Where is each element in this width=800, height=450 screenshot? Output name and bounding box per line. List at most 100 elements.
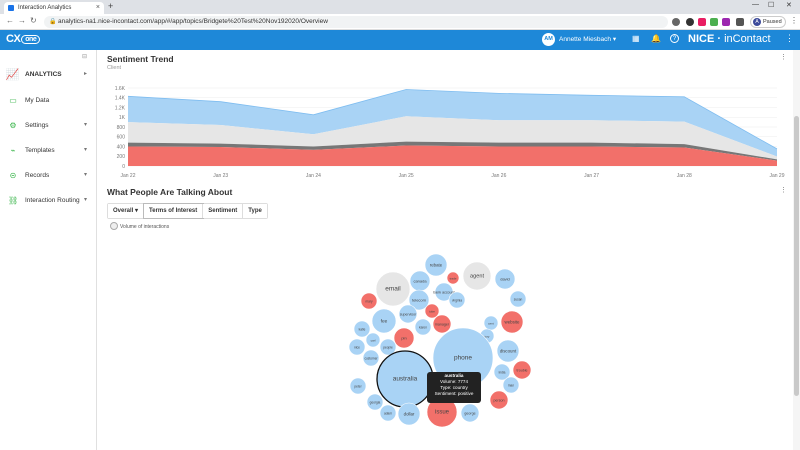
sidebar-item-label: Templates	[25, 147, 55, 154]
chevron-down-icon: ▾	[612, 36, 617, 43]
topic-bubble-label: telecom	[412, 298, 427, 303]
topic-bubble[interactable]	[446, 271, 460, 285]
topic-bubble-label: jury	[484, 335, 490, 339]
x-tick-label: Jan 27	[584, 173, 599, 179]
close-tab-icon[interactable]: ×	[95, 4, 100, 11]
header-menu-icon[interactable]: ⋮	[785, 33, 794, 43]
sentiment-menu-icon[interactable]: ⋮	[780, 54, 787, 61]
topic-bubble[interactable]	[496, 339, 520, 363]
topic-bubble[interactable]	[398, 304, 418, 324]
y-tick-label: 400	[117, 144, 126, 150]
extension-icon[interactable]	[710, 18, 718, 26]
profile-status: Paused	[763, 19, 782, 25]
topic-bubble[interactable]	[365, 332, 381, 348]
sidebar-item-my-data[interactable]: ▭ My Data	[0, 92, 97, 112]
sidebar-item-analytics[interactable]: 📈 ANALYTICS ▸	[0, 66, 97, 86]
chevron-down-icon: ▾	[84, 197, 88, 203]
topic-bubble[interactable]	[432, 314, 452, 334]
brand-suffix: inContact	[724, 33, 771, 45]
topic-bubble[interactable]	[424, 253, 448, 277]
topic-bubble[interactable]	[408, 289, 430, 311]
topic-bubble[interactable]	[379, 338, 397, 356]
topic-bubble[interactable]	[448, 291, 466, 309]
topic-bubble-label: nice	[354, 346, 360, 350]
maximize-icon[interactable]: ☐	[768, 2, 775, 9]
sidebar-item-templates[interactable]: ⌁ Templates ▾	[0, 142, 97, 162]
profile-button[interactable]: A Paused	[750, 16, 786, 28]
user-name[interactable]: Annette Miesbach ▾	[559, 35, 616, 43]
sentiment-trend-title: Sentiment Trend	[107, 54, 174, 64]
minimize-icon[interactable]: —	[752, 1, 759, 8]
topic-bubble[interactable]	[509, 290, 527, 308]
topic-bubble-label: bank account	[433, 291, 454, 295]
topic-bubble-label: agent	[470, 274, 484, 280]
address-bar[interactable]: 🔒 analytics-na1.nice-incontact.com/app/#…	[44, 16, 668, 28]
new-tab-button[interactable]: +	[108, 1, 114, 11]
scrollbar-thumb[interactable]	[794, 116, 799, 396]
topic-bubble[interactable]	[360, 292, 378, 310]
tab-type[interactable]: Type	[243, 204, 267, 218]
topic-bubble[interactable]	[460, 403, 480, 423]
topic-bubble-label: pin	[401, 336, 406, 341]
topic-bubble-label: australia	[393, 376, 418, 383]
forward-icon[interactable]: →	[18, 16, 26, 25]
topic-bubble[interactable]	[371, 308, 397, 334]
topic-bubble-label: cent	[488, 322, 494, 326]
puzzle-icon[interactable]	[736, 18, 744, 26]
topic-bubble-label: george	[464, 412, 475, 416]
avatar[interactable]: AM	[542, 33, 555, 46]
extension-icon[interactable]	[698, 18, 706, 26]
sidebar-item-interaction-routing[interactable]: ⛓ Interaction Routing ▾	[0, 192, 97, 212]
bell-icon[interactable]: 🔔	[651, 34, 661, 43]
reload-icon[interactable]: ↻	[30, 16, 37, 25]
help-icon[interactable]: ?	[670, 34, 679, 43]
topic-bubble[interactable]	[379, 404, 397, 422]
topic-bubble[interactable]	[349, 377, 367, 395]
sidebar-item-records[interactable]: ⊝ Records ▾	[0, 167, 97, 187]
close-window-icon[interactable]: ✕	[786, 2, 792, 9]
extension-icon[interactable]	[722, 18, 730, 26]
topic-bubble[interactable]	[434, 282, 454, 302]
tab-sentiment[interactable]: Sentiment	[203, 204, 244, 218]
topic-bubble[interactable]	[348, 338, 366, 356]
star-icon[interactable]	[672, 18, 680, 26]
talking-menu-icon[interactable]: ⋮	[780, 187, 787, 194]
topic-bubble[interactable]	[393, 327, 415, 349]
topic-bubble[interactable]	[462, 261, 492, 291]
chevron-down-icon: ▾	[84, 122, 88, 128]
topic-bubble[interactable]	[397, 402, 421, 426]
y-tick-label: 1K	[119, 115, 126, 121]
topic-bubble[interactable]	[502, 376, 520, 394]
cxone-logo[interactable]: CX one	[6, 33, 41, 47]
lock-icon: 🔒	[49, 19, 57, 25]
tooltip-title: australia	[444, 373, 464, 378]
y-tick-label: 1.6K	[115, 86, 126, 92]
topic-bubble[interactable]	[414, 318, 432, 336]
tab-terms-of-interest[interactable]: Terms of Interest	[143, 203, 205, 219]
topic-bubble[interactable]	[512, 360, 532, 380]
collapse-sidebar-icon[interactable]: ⊟	[82, 54, 88, 60]
back-icon[interactable]: ←	[6, 16, 14, 25]
topic-bubble[interactable]	[500, 310, 524, 334]
tab-overall[interactable]: Overall ▾	[108, 204, 145, 218]
extension-icon[interactable]	[686, 18, 694, 26]
y-tick-label: 800	[117, 125, 126, 131]
x-tick-label: Jan 24	[306, 173, 321, 179]
topic-bubble-chart: rebate agent david email canada trade bank acc…	[348, 253, 532, 428]
topic-bubble[interactable]	[366, 393, 384, 411]
grid-icon[interactable]: ▦	[632, 34, 640, 43]
sidebar-item-settings[interactable]: ⚙ Settings ▾	[0, 117, 97, 137]
topic-bubble[interactable]	[493, 363, 511, 381]
topic-bubble[interactable]	[489, 390, 509, 410]
topic-bubble[interactable]	[494, 268, 516, 290]
topic-bubble[interactable]	[424, 303, 440, 319]
topic-bubble[interactable]	[362, 349, 380, 367]
topic-bubble[interactable]	[375, 271, 411, 307]
browser-tab[interactable]: Interaction Analytics ×	[4, 2, 104, 14]
topic-bubble-label: man	[508, 384, 514, 388]
browser-menu-icon[interactable]: ⋮	[790, 16, 798, 25]
topic-bubble-label: rebate	[430, 263, 443, 268]
topic-bubble[interactable]	[353, 320, 371, 338]
topic-bubble-label: adam	[384, 412, 392, 416]
x-tick-label: Jan 23	[213, 173, 228, 179]
